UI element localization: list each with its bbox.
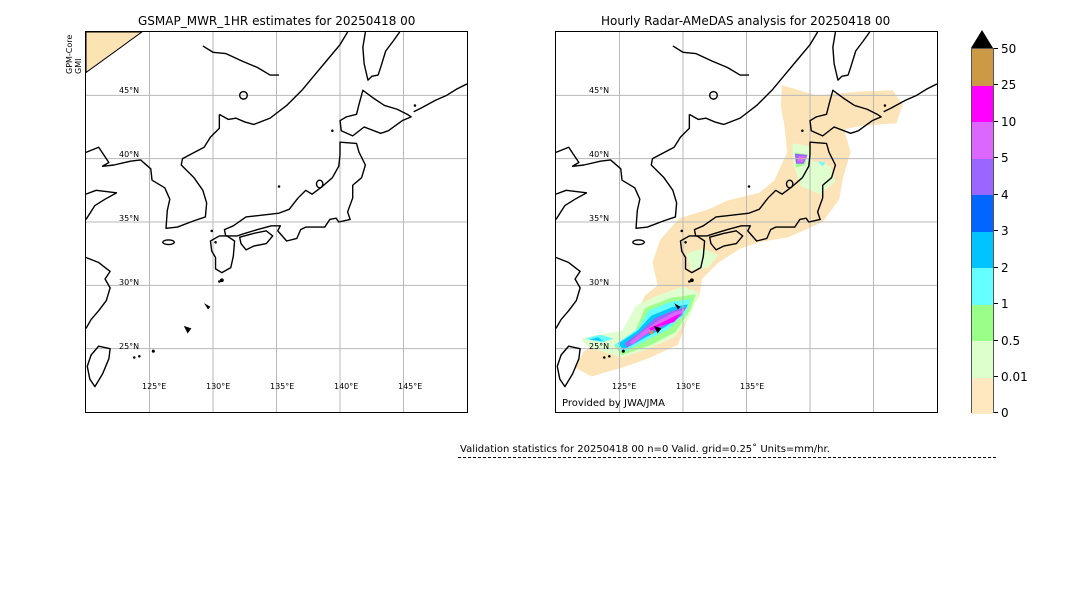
left-map-title: GSMAP_MWR_1HR estimates for 20250418 00 [138, 14, 416, 28]
lat-label-45: 45°N [119, 86, 140, 95]
colorbar-label-4: 4 [1001, 188, 1009, 202]
lat-label-35: 35°N [119, 214, 140, 223]
colorbar-label-10: 10 [1001, 115, 1017, 129]
lon-label-135: 135°E [270, 382, 295, 391]
colorbar-seg-001-05 [972, 341, 993, 378]
colorbar-tick [994, 412, 998, 413]
stats-divider [458, 457, 996, 458]
colorbar-tick [994, 121, 998, 122]
lat-label-25: 25°N [589, 342, 610, 351]
colorbar-extend-arrow [971, 30, 993, 48]
precip-field [575, 85, 903, 377]
lon-label-130: 130°E [676, 382, 701, 391]
lat-label-45: 45°N [589, 86, 610, 95]
lat-label-30: 30°N [119, 278, 140, 287]
colorbar-label-25: 25 [1001, 78, 1017, 92]
lat-label-30: 30°N [589, 278, 610, 287]
islands [132, 104, 417, 359]
lon-label-130: 130°E [206, 382, 231, 391]
colorbar-tick [994, 303, 998, 304]
lon-label-125: 125°E [612, 382, 637, 391]
colorbar-tick [994, 84, 998, 85]
swath-edge [86, 32, 143, 74]
colorbar-seg-0-001 [972, 377, 993, 414]
colorbar-seg-10-25 [972, 85, 993, 122]
lon-label-140: 140°E [334, 382, 359, 391]
colorbar [971, 48, 994, 414]
coastlines [86, 32, 467, 388]
lon-label-135: 135°E [740, 382, 765, 391]
colorbar-seg-1-2 [972, 268, 993, 305]
colorbar-label-0: 0 [1001, 406, 1009, 420]
colorbar-tick [994, 194, 998, 195]
lat-label-35: 35°N [589, 214, 610, 223]
colorbar-tick [994, 230, 998, 231]
sensor-label-line2: GMI [74, 58, 83, 74]
sensor-label-line1: GPM-Core [65, 34, 74, 74]
right-map: 45°N 40°N 35°N 30°N 25°N 125°E 130°E 135… [555, 31, 938, 413]
colorbar-label-0-5: 0.5 [1001, 334, 1021, 348]
lat-label-40: 40°N [589, 150, 610, 159]
colorbar-label-1: 1 [1001, 297, 1009, 311]
left-map-canvas [86, 32, 467, 412]
lat-label-40: 40°N [119, 150, 140, 159]
left-map: 45°N 40°N 35°N 30°N 25°N 125°E 130°E 135… [85, 31, 468, 413]
colorbar-seg-2-3 [972, 231, 993, 268]
data-credit: Provided by JWA/JMA [562, 398, 665, 409]
colorbar-tick [994, 340, 998, 341]
validation-stats: Validation statistics for 20250418 00 n=… [460, 444, 830, 455]
colorbar-seg-05-1 [972, 304, 993, 341]
gridlines [86, 32, 467, 412]
right-map-canvas [556, 32, 937, 412]
colorbar-seg-3-4 [972, 195, 993, 232]
colorbar-label-50: 50 [1001, 42, 1017, 56]
coastlines [556, 32, 937, 388]
right-map-title: Hourly Radar-AMeDAS analysis for 2025041… [601, 14, 891, 28]
gridlines [556, 32, 937, 412]
colorbar-label-0-01: 0.01 [1001, 370, 1028, 384]
colorbar-label-5: 5 [1001, 151, 1009, 165]
sensor-label: GPM-Core GMI [58, 34, 88, 76]
colorbar-label-3: 3 [1001, 224, 1009, 238]
colorbar-tick [994, 376, 998, 377]
islands [602, 104, 887, 359]
colorbar-label-2: 2 [1001, 261, 1009, 275]
colorbar-tick [994, 48, 998, 49]
colorbar-seg-25-50 [972, 49, 993, 86]
colorbar-tick [994, 267, 998, 268]
lon-label-145: 145°E [398, 382, 423, 391]
lat-label-25: 25°N [119, 342, 140, 351]
colorbar-seg-5-10 [972, 122, 993, 159]
colorbar-seg-4-5 [972, 158, 993, 195]
colorbar-tick [994, 157, 998, 158]
lon-label-125: 125°E [142, 382, 167, 391]
